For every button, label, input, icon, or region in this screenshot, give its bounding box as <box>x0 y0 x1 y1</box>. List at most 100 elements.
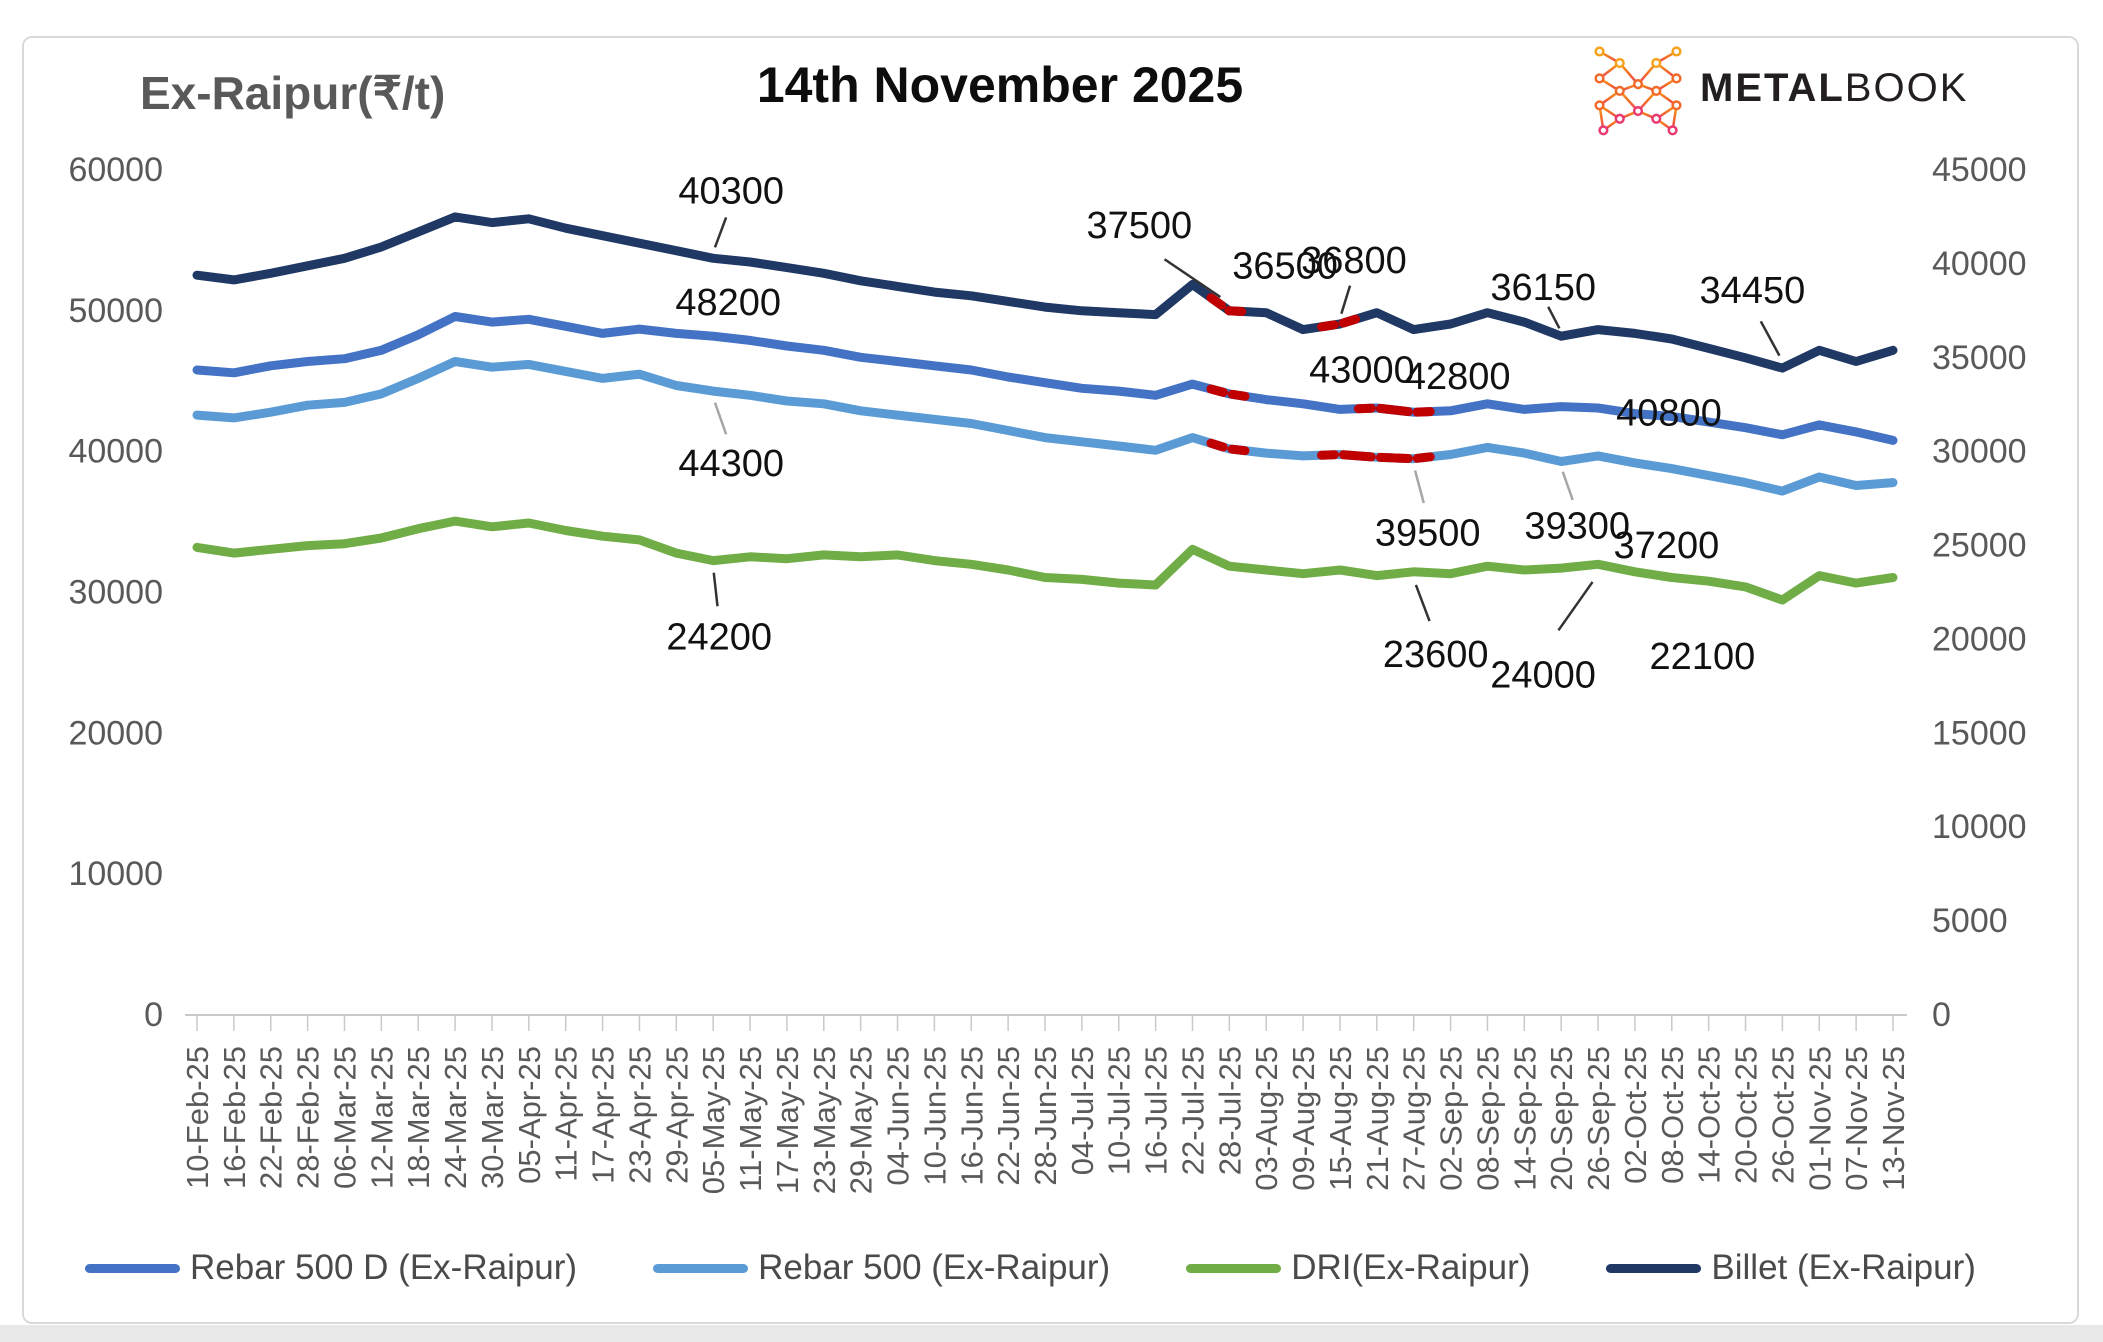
bottom-edge-strip <box>0 1325 2103 1342</box>
data-label: 36800 <box>1301 240 1407 282</box>
x-axis-label: 29-Apr-25 <box>659 1046 694 1184</box>
right-axis-label: 40000 <box>1932 245 2027 283</box>
data-label: 23600 <box>1383 634 1489 676</box>
legend-label: Billet (Ex-Raipur) <box>1711 1248 1976 1287</box>
x-axis-label: 26-Oct-25 <box>1765 1046 1800 1184</box>
metalbook-brand: METALBOOK <box>1588 38 1968 138</box>
highlight-dash <box>1390 452 1437 464</box>
x-axis-label: 30-Mar-25 <box>475 1046 510 1189</box>
label-leader-line <box>1547 306 1561 329</box>
left-axis-label: 60000 <box>68 151 163 189</box>
x-axis-label: 09-Aug-25 <box>1286 1046 1321 1191</box>
x-axis-label: 24-Mar-25 <box>438 1046 473 1189</box>
right-axis-label: 5000 <box>1932 902 2008 940</box>
left-axis-label: 20000 <box>68 714 163 752</box>
x-axis-label: 05-May-25 <box>696 1046 731 1194</box>
data-label: 24000 <box>1490 654 1596 696</box>
right-axis-label: 15000 <box>1932 714 2027 752</box>
legend-item-rebar-500-d-ex-raipur: Rebar 500 D (Ex-Raipur) <box>85 1248 577 1288</box>
highlight-dash <box>1317 313 1363 332</box>
x-axis-label: 13-Nov-25 <box>1876 1046 1911 1191</box>
x-axis-label: 22-Jul-25 <box>1175 1046 1210 1175</box>
legend-label: Rebar 500 (Ex-Raipur) <box>758 1248 1111 1287</box>
legend-swatch <box>1606 1263 1702 1273</box>
x-axis-label: 06-Mar-25 <box>327 1046 362 1189</box>
x-axis-label: 08-Sep-25 <box>1470 1046 1505 1191</box>
x-axis-label: 22-Feb-25 <box>254 1046 289 1189</box>
legend-label: DRI(Ex-Raipur) <box>1291 1248 1531 1287</box>
data-label: 48200 <box>675 282 781 324</box>
data-label: 42800 <box>1405 356 1511 398</box>
x-axis-label: 16-Feb-25 <box>217 1046 252 1189</box>
x-axis-label: 04-Jul-25 <box>1065 1046 1100 1175</box>
x-axis-label: 22-Jun-25 <box>991 1046 1026 1186</box>
units-title: Ex-Raipur(₹/t) <box>140 67 446 119</box>
label-leader-line <box>1414 584 1431 622</box>
x-axis-label: 20-Sep-25 <box>1544 1046 1579 1191</box>
label-leader-line <box>1557 581 1594 632</box>
legend-swatch <box>85 1263 180 1273</box>
x-axis-label: 17-May-25 <box>770 1046 805 1194</box>
chart-date-title: 14th November 2025 <box>756 57 1244 113</box>
x-axis-label: 29-May-25 <box>844 1046 879 1194</box>
highlight-dash <box>1206 384 1253 402</box>
right-axis-label: 0 <box>1932 996 1951 1034</box>
metalbook-logo-icon <box>1594 46 1682 136</box>
left-axis-label: 0 <box>144 996 163 1034</box>
data-label: 36150 <box>1490 267 1596 309</box>
data-label: 34450 <box>1700 270 1806 312</box>
label-leader-line <box>1413 470 1425 504</box>
x-axis-label: 17-Apr-25 <box>586 1046 621 1184</box>
label-leader-line <box>712 572 719 607</box>
legend-item-dri-ex-raipur: DRI(Ex-Raipur) <box>1186 1248 1530 1288</box>
label-leader-line <box>713 217 728 248</box>
legend-swatch <box>1186 1263 1282 1273</box>
highlight-dash <box>1317 449 1363 461</box>
data-label: 37200 <box>1614 525 1720 567</box>
right-axis-label: 35000 <box>1932 339 2027 377</box>
x-axis-label: 03-Aug-25 <box>1249 1046 1284 1191</box>
x-axis-label: 02-Oct-25 <box>1618 1046 1653 1184</box>
x-axis-label: 18-Mar-25 <box>401 1046 436 1189</box>
right-axis-label: 45000 <box>1932 151 2027 189</box>
x-axis-label: 27-Aug-25 <box>1397 1046 1432 1191</box>
label-leader-line <box>1163 258 1222 299</box>
data-label: 24200 <box>666 617 772 659</box>
right-axis-label: 25000 <box>1932 527 2027 565</box>
brand-book-text: BOOK <box>1844 65 1969 110</box>
chart-legend: Rebar 500 D (Ex-Raipur) Rebar 500 (Ex-Rai… <box>85 1248 1976 1288</box>
x-axis-label: 10-Jul-25 <box>1102 1046 1137 1175</box>
x-axis-label: 11-Apr-25 <box>549 1046 584 1182</box>
data-label: 36500 <box>1232 246 1338 288</box>
left-axis-label: 40000 <box>68 433 163 471</box>
label-leader-line <box>1759 320 1781 357</box>
x-axis-label: 07-Nov-25 <box>1839 1046 1874 1191</box>
highlight-dash <box>1206 293 1253 317</box>
x-axis-label: 10-Feb-25 <box>180 1046 215 1189</box>
data-label: 22100 <box>1650 636 1756 678</box>
series-line-rebar-500-ex-raipur <box>192 357 1898 496</box>
data-label: 39300 <box>1524 506 1630 548</box>
legend-item-billet-ex-raipur: Billet (Ex-Raipur) <box>1606 1248 1976 1288</box>
left-axis-label: 10000 <box>68 855 163 893</box>
x-axis-label: 16-Jul-25 <box>1139 1046 1174 1175</box>
brand-metal-text: METAL <box>1700 65 1845 110</box>
x-axis-label: 05-Apr-25 <box>512 1046 547 1184</box>
left-axis-label: 50000 <box>68 292 163 330</box>
legend-item-rebar-500-ex-raipur: Rebar 500 (Ex-Raipur) <box>653 1248 1110 1288</box>
series-line-billet-ex-raipur <box>192 212 1898 373</box>
label-leader-line <box>713 402 728 435</box>
series-line-rebar-500-d-ex-raipur <box>192 312 1898 445</box>
x-axis-label: 11-May-25 <box>733 1046 768 1192</box>
right-axis-label: 20000 <box>1932 620 2027 658</box>
x-axis-label: 01-Nov-25 <box>1802 1046 1837 1191</box>
data-label: 44300 <box>678 443 784 485</box>
x-axis-label: 26-Sep-25 <box>1581 1046 1616 1191</box>
brand-wordmark: METALBOOK <box>1700 66 1968 111</box>
x-axis-label: 21-Aug-25 <box>1360 1046 1395 1191</box>
legend-label: Rebar 500 D (Ex-Raipur) <box>190 1248 578 1287</box>
data-label: 40800 <box>1616 392 1722 434</box>
x-axis-label: 28-Feb-25 <box>291 1046 326 1189</box>
x-axis-label: 28-Jun-25 <box>1028 1046 1063 1186</box>
